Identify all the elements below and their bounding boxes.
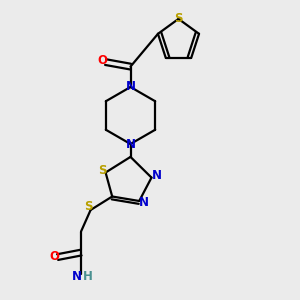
- Text: S: S: [84, 200, 92, 214]
- Text: O: O: [97, 54, 107, 68]
- Text: H: H: [83, 269, 92, 283]
- Text: S: S: [98, 164, 107, 178]
- Text: N: N: [125, 137, 136, 151]
- Text: N: N: [152, 169, 162, 182]
- Text: O: O: [49, 250, 59, 263]
- Text: N: N: [139, 196, 149, 209]
- Text: N: N: [125, 80, 136, 94]
- Text: S: S: [174, 12, 183, 26]
- Text: N: N: [71, 269, 82, 283]
